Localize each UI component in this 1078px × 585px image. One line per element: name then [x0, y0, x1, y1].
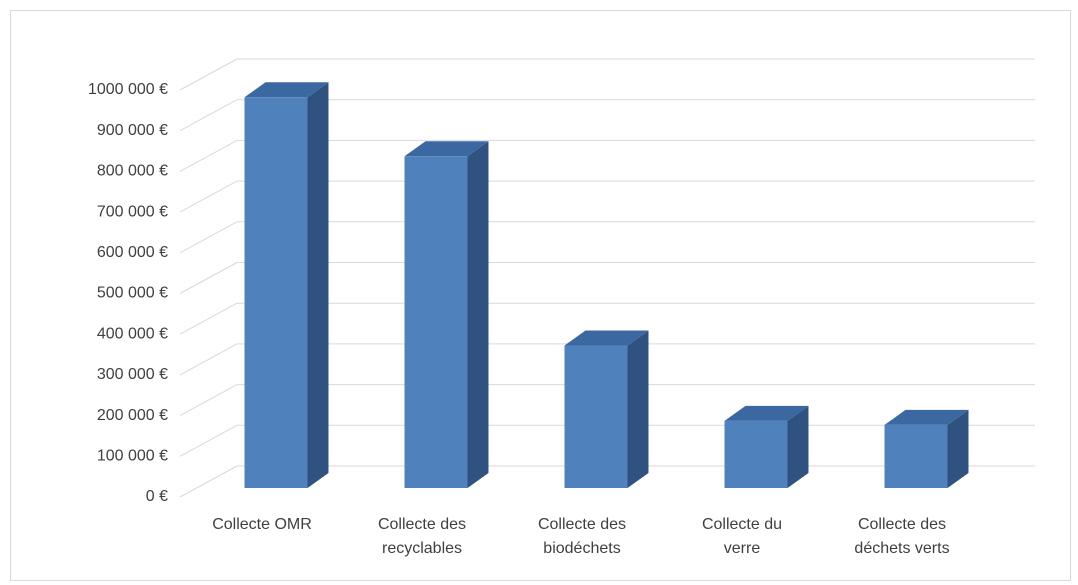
grid-line-side	[179, 221, 238, 254]
grid-line-side	[179, 99, 238, 132]
x-tick-label: Collecte OMR	[212, 516, 312, 533]
bar-top	[564, 330, 649, 346]
bar-top	[724, 405, 809, 421]
grid-line-side	[179, 139, 238, 172]
grid-line-side	[179, 465, 238, 498]
grid-line-side	[179, 302, 238, 335]
grid-line-side	[179, 262, 238, 294]
bar-side	[627, 330, 649, 488]
y-tick-label: 200 000 €	[97, 407, 168, 424]
y-tick-label: 600 000 €	[97, 244, 168, 261]
grid-line-side	[179, 424, 238, 457]
x-tick-label: Collecte des déchets verts	[854, 516, 950, 557]
bar	[564, 345, 628, 488]
bar-top	[884, 409, 969, 425]
bar-top	[404, 141, 489, 157]
y-tick-label: 100 000 €	[97, 448, 168, 465]
bar-side	[787, 405, 809, 488]
y-tick-label: 500 000 €	[97, 285, 168, 302]
grid-line-side	[179, 384, 238, 417]
y-tick-label: 800 000 €	[97, 163, 168, 180]
grid-line-side	[179, 343, 238, 376]
x-tick-label: Collecte du verre	[701, 516, 783, 557]
bar	[404, 156, 468, 489]
y-tick-label: 1000 000 €	[88, 81, 168, 98]
bar-side	[947, 409, 969, 488]
bar-side	[467, 141, 489, 489]
bar-side	[307, 82, 329, 488]
grid-line-side	[179, 58, 238, 91]
chart-border	[10, 10, 1071, 581]
bar	[724, 420, 788, 488]
y-tick-label: 400 000 €	[97, 325, 168, 342]
x-tick-label: Collecte des biodéchets	[537, 516, 627, 557]
y-tick-label: 900 000 €	[97, 122, 168, 139]
y-tick-label: 300 000 €	[97, 366, 168, 383]
bar	[884, 424, 948, 488]
y-tick-label: 700 000 €	[97, 203, 168, 220]
bar	[244, 97, 308, 488]
bar-top	[244, 82, 329, 98]
y-tick-label: 0 €	[146, 488, 168, 505]
x-tick-label: Collecte des recyclables	[377, 516, 467, 557]
grid-line-side	[179, 180, 238, 213]
